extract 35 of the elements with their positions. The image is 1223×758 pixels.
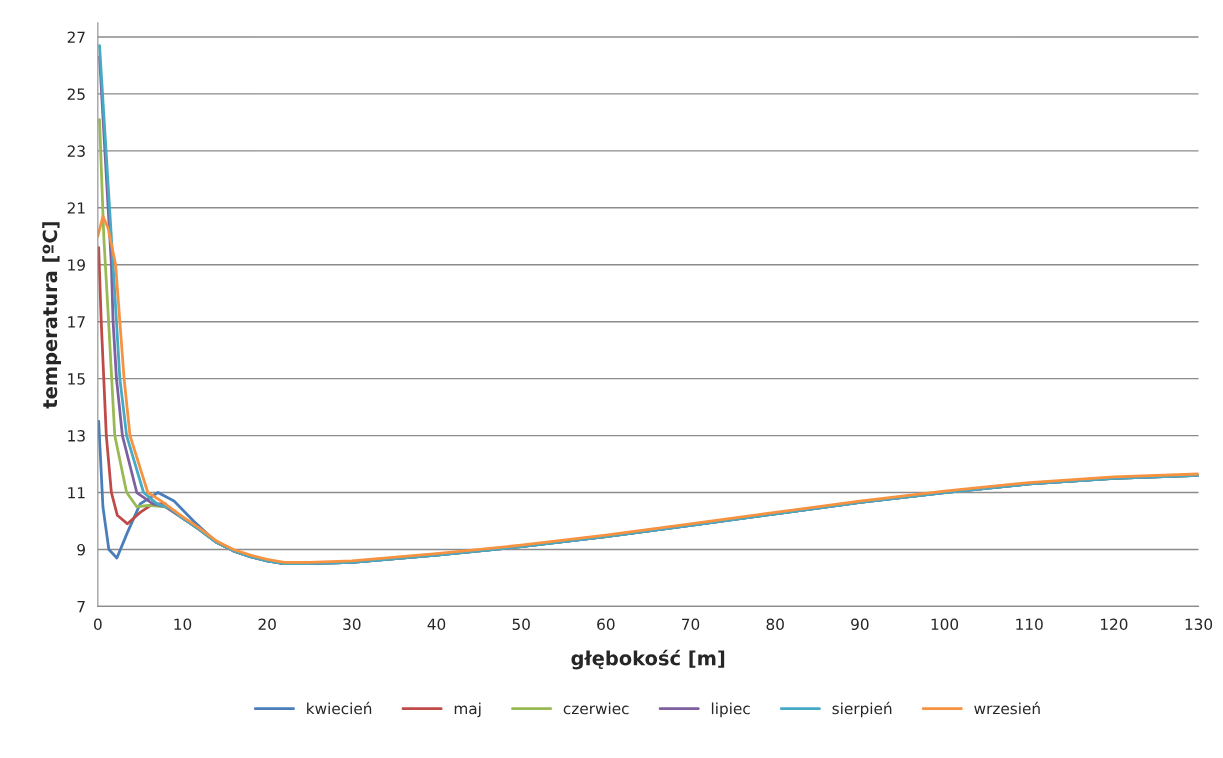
y-tick-label: 19	[68, 259, 85, 271]
x-tick-label: 50	[512, 618, 530, 631]
y-tick-label: 25	[67, 88, 85, 100]
legend-label: maj	[454, 702, 481, 718]
legend-label: czerwiec	[563, 702, 629, 715]
x-axis-title: głębokość [m]	[571, 649, 725, 670]
y-tick-label: 17	[68, 316, 85, 328]
y-tick-label: 27	[67, 31, 85, 43]
x-tick-label: 130	[1185, 618, 1213, 631]
y-tick-label: 15	[68, 373, 85, 385]
y-tick-label: 21	[67, 202, 85, 214]
legend-label: sierpień	[832, 701, 892, 718]
y-tick-label: 7	[77, 601, 85, 613]
line-series	[97, 214, 1199, 564]
x-tick-label: 100	[931, 618, 959, 631]
y-tick-label: 11	[68, 487, 85, 499]
x-tick-label: 70	[682, 618, 700, 631]
y-tick-label: 9	[77, 543, 85, 556]
x-tick-label: 10	[174, 618, 192, 631]
x-tick-label: 40	[427, 618, 446, 631]
y-axis-title: temperatura [ºC]	[42, 222, 62, 409]
y-tick-label: 23	[67, 145, 85, 157]
legend-label: lipiec	[711, 702, 750, 718]
x-tick-label: 30	[343, 618, 361, 631]
x-tick-label: 0	[93, 618, 102, 631]
line-series	[97, 246, 167, 526]
x-tick-label: 110	[1016, 618, 1043, 631]
x-tick-label: 80	[766, 618, 784, 631]
x-tick-label: 90	[851, 618, 869, 631]
y-tick-label: 13	[68, 430, 85, 442]
legend-label: kwiecień	[307, 701, 372, 715]
x-tick-label: 60	[597, 618, 615, 631]
x-tick-label: 120	[1100, 618, 1128, 631]
x-tick-label: 20	[258, 618, 276, 631]
legend-label: wrzesień	[974, 701, 1040, 715]
